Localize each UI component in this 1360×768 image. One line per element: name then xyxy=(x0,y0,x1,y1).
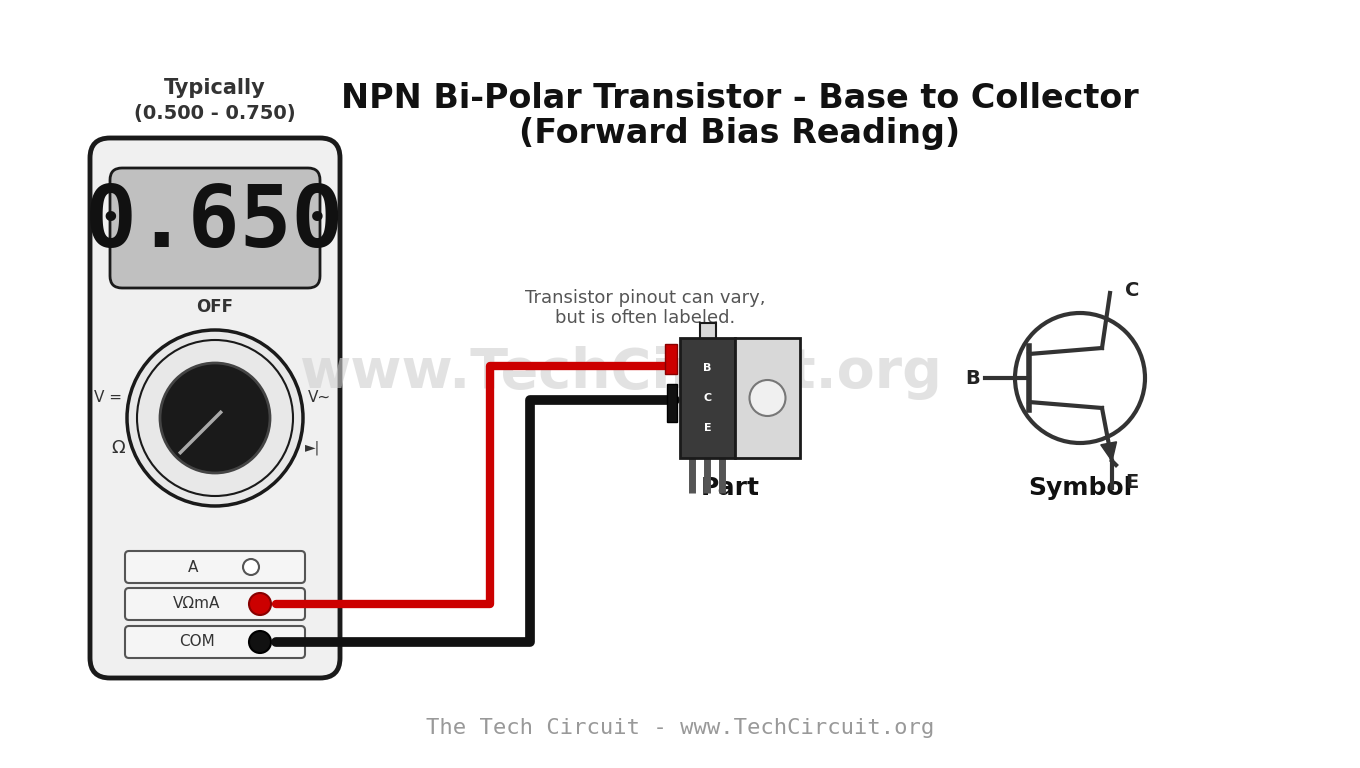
Text: A: A xyxy=(188,560,199,574)
Polygon shape xyxy=(1100,442,1117,461)
Circle shape xyxy=(137,340,292,496)
Text: Ω: Ω xyxy=(112,439,125,457)
FancyBboxPatch shape xyxy=(90,138,340,678)
Bar xyxy=(734,338,800,458)
Circle shape xyxy=(249,631,271,653)
Text: ►|: ►| xyxy=(305,441,320,455)
FancyBboxPatch shape xyxy=(125,588,305,620)
Text: B: B xyxy=(703,363,711,373)
Circle shape xyxy=(160,363,271,473)
Bar xyxy=(699,323,715,341)
Bar xyxy=(666,384,677,422)
Text: V~: V~ xyxy=(307,390,330,406)
Text: NPN Bi-Polar Transistor - Base to Collector: NPN Bi-Polar Transistor - Base to Collec… xyxy=(341,81,1138,114)
Circle shape xyxy=(243,559,258,575)
FancyBboxPatch shape xyxy=(110,168,320,288)
Text: COM: COM xyxy=(180,634,215,650)
Text: (0.500 - 0.750): (0.500 - 0.750) xyxy=(135,104,296,123)
Bar xyxy=(680,338,734,458)
Text: www.TechCircuit.org: www.TechCircuit.org xyxy=(299,346,941,400)
Text: Typically: Typically xyxy=(165,78,265,98)
Text: OFF: OFF xyxy=(196,298,234,316)
Text: V =: V = xyxy=(94,390,122,406)
FancyBboxPatch shape xyxy=(125,551,305,583)
Bar xyxy=(665,343,677,373)
Text: E: E xyxy=(1125,474,1138,492)
Text: Transistor pinout can vary,
but is often labeled.: Transistor pinout can vary, but is often… xyxy=(525,289,766,327)
Text: 0.650: 0.650 xyxy=(86,181,344,264)
Text: E: E xyxy=(703,423,711,433)
Text: Part: Part xyxy=(700,476,759,500)
Text: C: C xyxy=(1125,282,1140,300)
Text: C: C xyxy=(703,393,711,403)
Text: Symbol: Symbol xyxy=(1028,476,1132,500)
FancyBboxPatch shape xyxy=(125,626,305,658)
Circle shape xyxy=(126,330,303,506)
Circle shape xyxy=(249,593,271,615)
Text: B: B xyxy=(966,369,981,388)
Text: (Forward Bias Reading): (Forward Bias Reading) xyxy=(520,117,960,150)
Text: VΩmA: VΩmA xyxy=(173,597,220,611)
Circle shape xyxy=(749,380,786,416)
Text: The Tech Circuit - www.TechCircuit.org: The Tech Circuit - www.TechCircuit.org xyxy=(426,718,934,738)
